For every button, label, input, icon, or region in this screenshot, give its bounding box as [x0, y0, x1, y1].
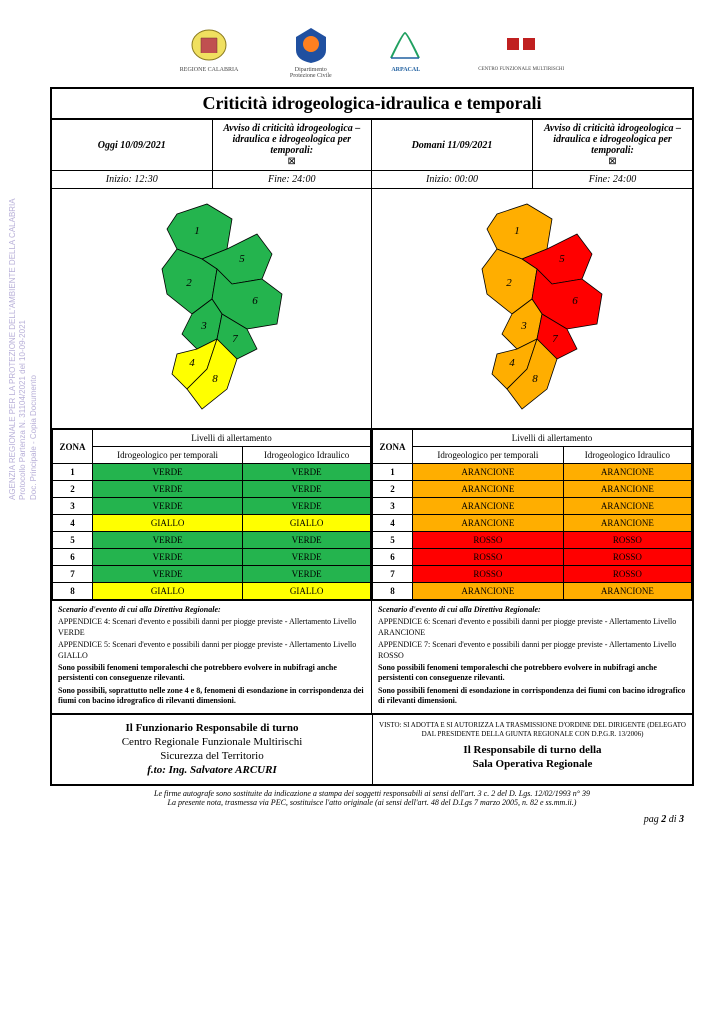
main-bulletin-box: Criticità idrogeologica-idraulica e temp… — [50, 87, 694, 786]
checkbox-icon: ⊠ — [608, 156, 616, 167]
today-column: Oggi 10/09/2021 Avviso di criticità idro… — [52, 120, 372, 713]
table-row: 5VERDEVERDE — [53, 532, 371, 549]
today-date: Oggi 10/09/2021 — [98, 140, 166, 151]
today-avviso: Avviso di criticità idrogeologica – idra… — [217, 123, 368, 156]
svg-text:2: 2 — [186, 277, 192, 289]
today-map: 1 5 2 6 3 7 4 8 — [52, 189, 371, 429]
table-row: 1ARANCIONEARANCIONE — [373, 464, 692, 481]
svg-text:8: 8 — [532, 373, 538, 385]
svg-text:4: 4 — [509, 357, 515, 369]
signature-left: Il Funzionario Responsabile di turno Cen… — [52, 715, 372, 784]
logo-centro: CENTRO FUNZIONALE MULTIRISCHI — [478, 25, 564, 79]
signature-row: Il Funzionario Responsabile di turno Cen… — [52, 713, 692, 784]
table-row: 8ARANCIONEARANCIONE — [373, 583, 692, 600]
table-row: 2VERDEVERDE — [53, 481, 371, 498]
footer-note: Le firme autografe sono sostituite da in… — [50, 786, 694, 811]
tomorrow-avviso: Avviso di criticità idrogeologica – idra… — [537, 123, 688, 156]
svg-text:5: 5 — [239, 253, 245, 265]
page-number: pag 2 di 3 — [50, 811, 694, 828]
table-row: 4GIALLOGIALLO — [53, 515, 371, 532]
svg-text:7: 7 — [232, 333, 238, 345]
today-scenario: Scenario d'evento di cui alla Direttiva … — [52, 600, 371, 713]
logo-arpacal: ARPACAL — [383, 25, 428, 79]
svg-text:8: 8 — [212, 373, 218, 385]
today-inizio: Inizio: 12:30 — [52, 171, 212, 188]
table-row: 8GIALLOGIALLO — [53, 583, 371, 600]
table-row: 7ROSSOROSSO — [373, 566, 692, 583]
table-row: 4ARANCIONEARANCIONE — [373, 515, 692, 532]
table-row: 1VERDEVERDE — [53, 464, 371, 481]
svg-text:4: 4 — [189, 357, 195, 369]
tomorrow-inizio: Inizio: 00:00 — [372, 171, 532, 188]
logo-protezione-civile: DipartimentoProtezione Civile — [288, 25, 333, 79]
today-fine: Fine: 24:00 — [212, 171, 372, 188]
tomorrow-date: Domani 11/09/2021 — [412, 140, 493, 151]
signature-right: VISTO: SI ADOTTA E SI AUTORIZZA LA TRASM… — [372, 715, 692, 784]
checkbox-icon: ⊠ — [288, 156, 296, 167]
svg-text:2: 2 — [506, 277, 512, 289]
svg-text:5: 5 — [559, 253, 565, 265]
table-row: 5ROSSOROSSO — [373, 532, 692, 549]
side-protocol-text: AGENZIA REGIONALE PER LA PROTEZIONE DELL… — [8, 198, 39, 500]
table-row: 7VERDEVERDE — [53, 566, 371, 583]
table-row: 6VERDEVERDE — [53, 549, 371, 566]
logo-row: REGIONE CALABRIA DipartimentoProtezione … — [50, 20, 694, 87]
table-row: 2ARANCIONEARANCIONE — [373, 481, 692, 498]
svg-text:6: 6 — [572, 295, 578, 307]
tomorrow-column: Domani 11/09/2021 Avviso di criticità id… — [372, 120, 692, 713]
today-alert-table: ZONALivelli di allertamento Idrogeologic… — [52, 429, 371, 600]
tomorrow-scenario: Scenario d'evento di cui alla Direttiva … — [372, 600, 692, 713]
svg-text:1: 1 — [514, 225, 520, 237]
tomorrow-map: 1 5 2 6 3 7 4 8 — [372, 189, 692, 429]
bulletin-title: Criticità idrogeologica-idraulica e temp… — [52, 89, 692, 120]
table-row: 6ROSSOROSSO — [373, 549, 692, 566]
tomorrow-fine: Fine: 24:00 — [532, 171, 692, 188]
table-row: 3VERDEVERDE — [53, 498, 371, 515]
svg-text:3: 3 — [200, 320, 207, 332]
svg-text:1: 1 — [194, 225, 200, 237]
logo-regione: REGIONE CALABRIA — [180, 25, 239, 79]
svg-text:3: 3 — [520, 320, 527, 332]
svg-text:7: 7 — [552, 333, 558, 345]
table-row: 3ARANCIONEARANCIONE — [373, 498, 692, 515]
tomorrow-alert-table: ZONALivelli di allertamento Idrogeologic… — [372, 429, 692, 600]
svg-text:6: 6 — [252, 295, 258, 307]
